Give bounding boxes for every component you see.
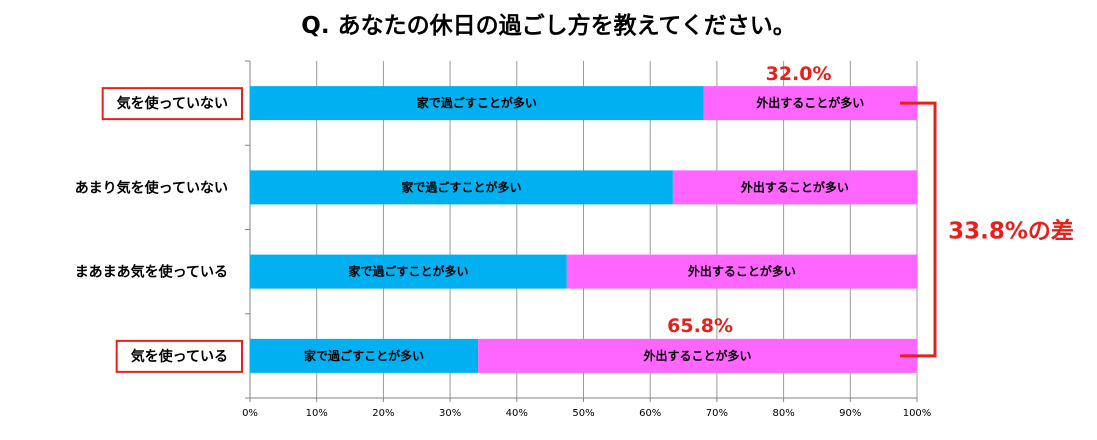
x-tick-label: 70%: [706, 408, 728, 419]
bar-segment: [250, 338, 479, 373]
bar-segment-label: 外出することが多い: [644, 348, 752, 363]
bar-segment-label: 外出することが多い: [756, 95, 864, 110]
highlight-box: [101, 87, 243, 121]
x-tick-label: 30%: [439, 408, 461, 419]
bar-segment: [672, 170, 917, 205]
bar-segment-label: 家で過ごすことが多い: [417, 95, 537, 110]
bar-segment: [703, 86, 917, 121]
x-tick-label: 50%: [572, 408, 594, 419]
bar-segment: [478, 338, 917, 373]
x-tick-label: 10%: [306, 408, 328, 419]
bar-segment-label: 家で過ごすことが多い: [401, 179, 521, 194]
bar-segment: [250, 254, 567, 289]
x-tick-label: 60%: [639, 408, 661, 419]
bar-segment-label: 家で過ごすことが多い: [304, 348, 424, 363]
bar-segment: [566, 254, 917, 289]
bar-segment: [250, 170, 673, 205]
highlight-box: [115, 339, 243, 373]
x-tick-label: 90%: [839, 408, 861, 419]
difference-annotation: 33.8%の差: [948, 218, 1074, 245]
bar-segment-label: 外出することが多い: [741, 179, 849, 194]
x-tick-label: 100%: [903, 408, 932, 419]
bar-segment: [250, 86, 704, 121]
x-tick-label: 20%: [372, 408, 394, 419]
x-tick-label: 0%: [242, 408, 258, 419]
chart-title: Q. あなたの休日の過ごし方を教えてください。: [301, 13, 796, 39]
x-tick-label: 80%: [772, 408, 794, 419]
category-label: あまり気を使っていない: [75, 179, 228, 196]
bottom-value-annotation: 65.8%: [667, 315, 733, 337]
bar-segment-label: 家で過ごすことが多い: [348, 264, 468, 279]
category-label: 気を使っていない: [117, 95, 228, 112]
top-value-annotation: 32.0%: [766, 63, 832, 85]
category-label: まあまあ気を使っている: [75, 264, 228, 281]
x-tick-label: 40%: [506, 408, 528, 419]
bar-segment-label: 外出することが多い: [688, 264, 796, 279]
category-label: 気を使っている: [131, 348, 228, 365]
difference-bracket: [900, 101, 937, 358]
